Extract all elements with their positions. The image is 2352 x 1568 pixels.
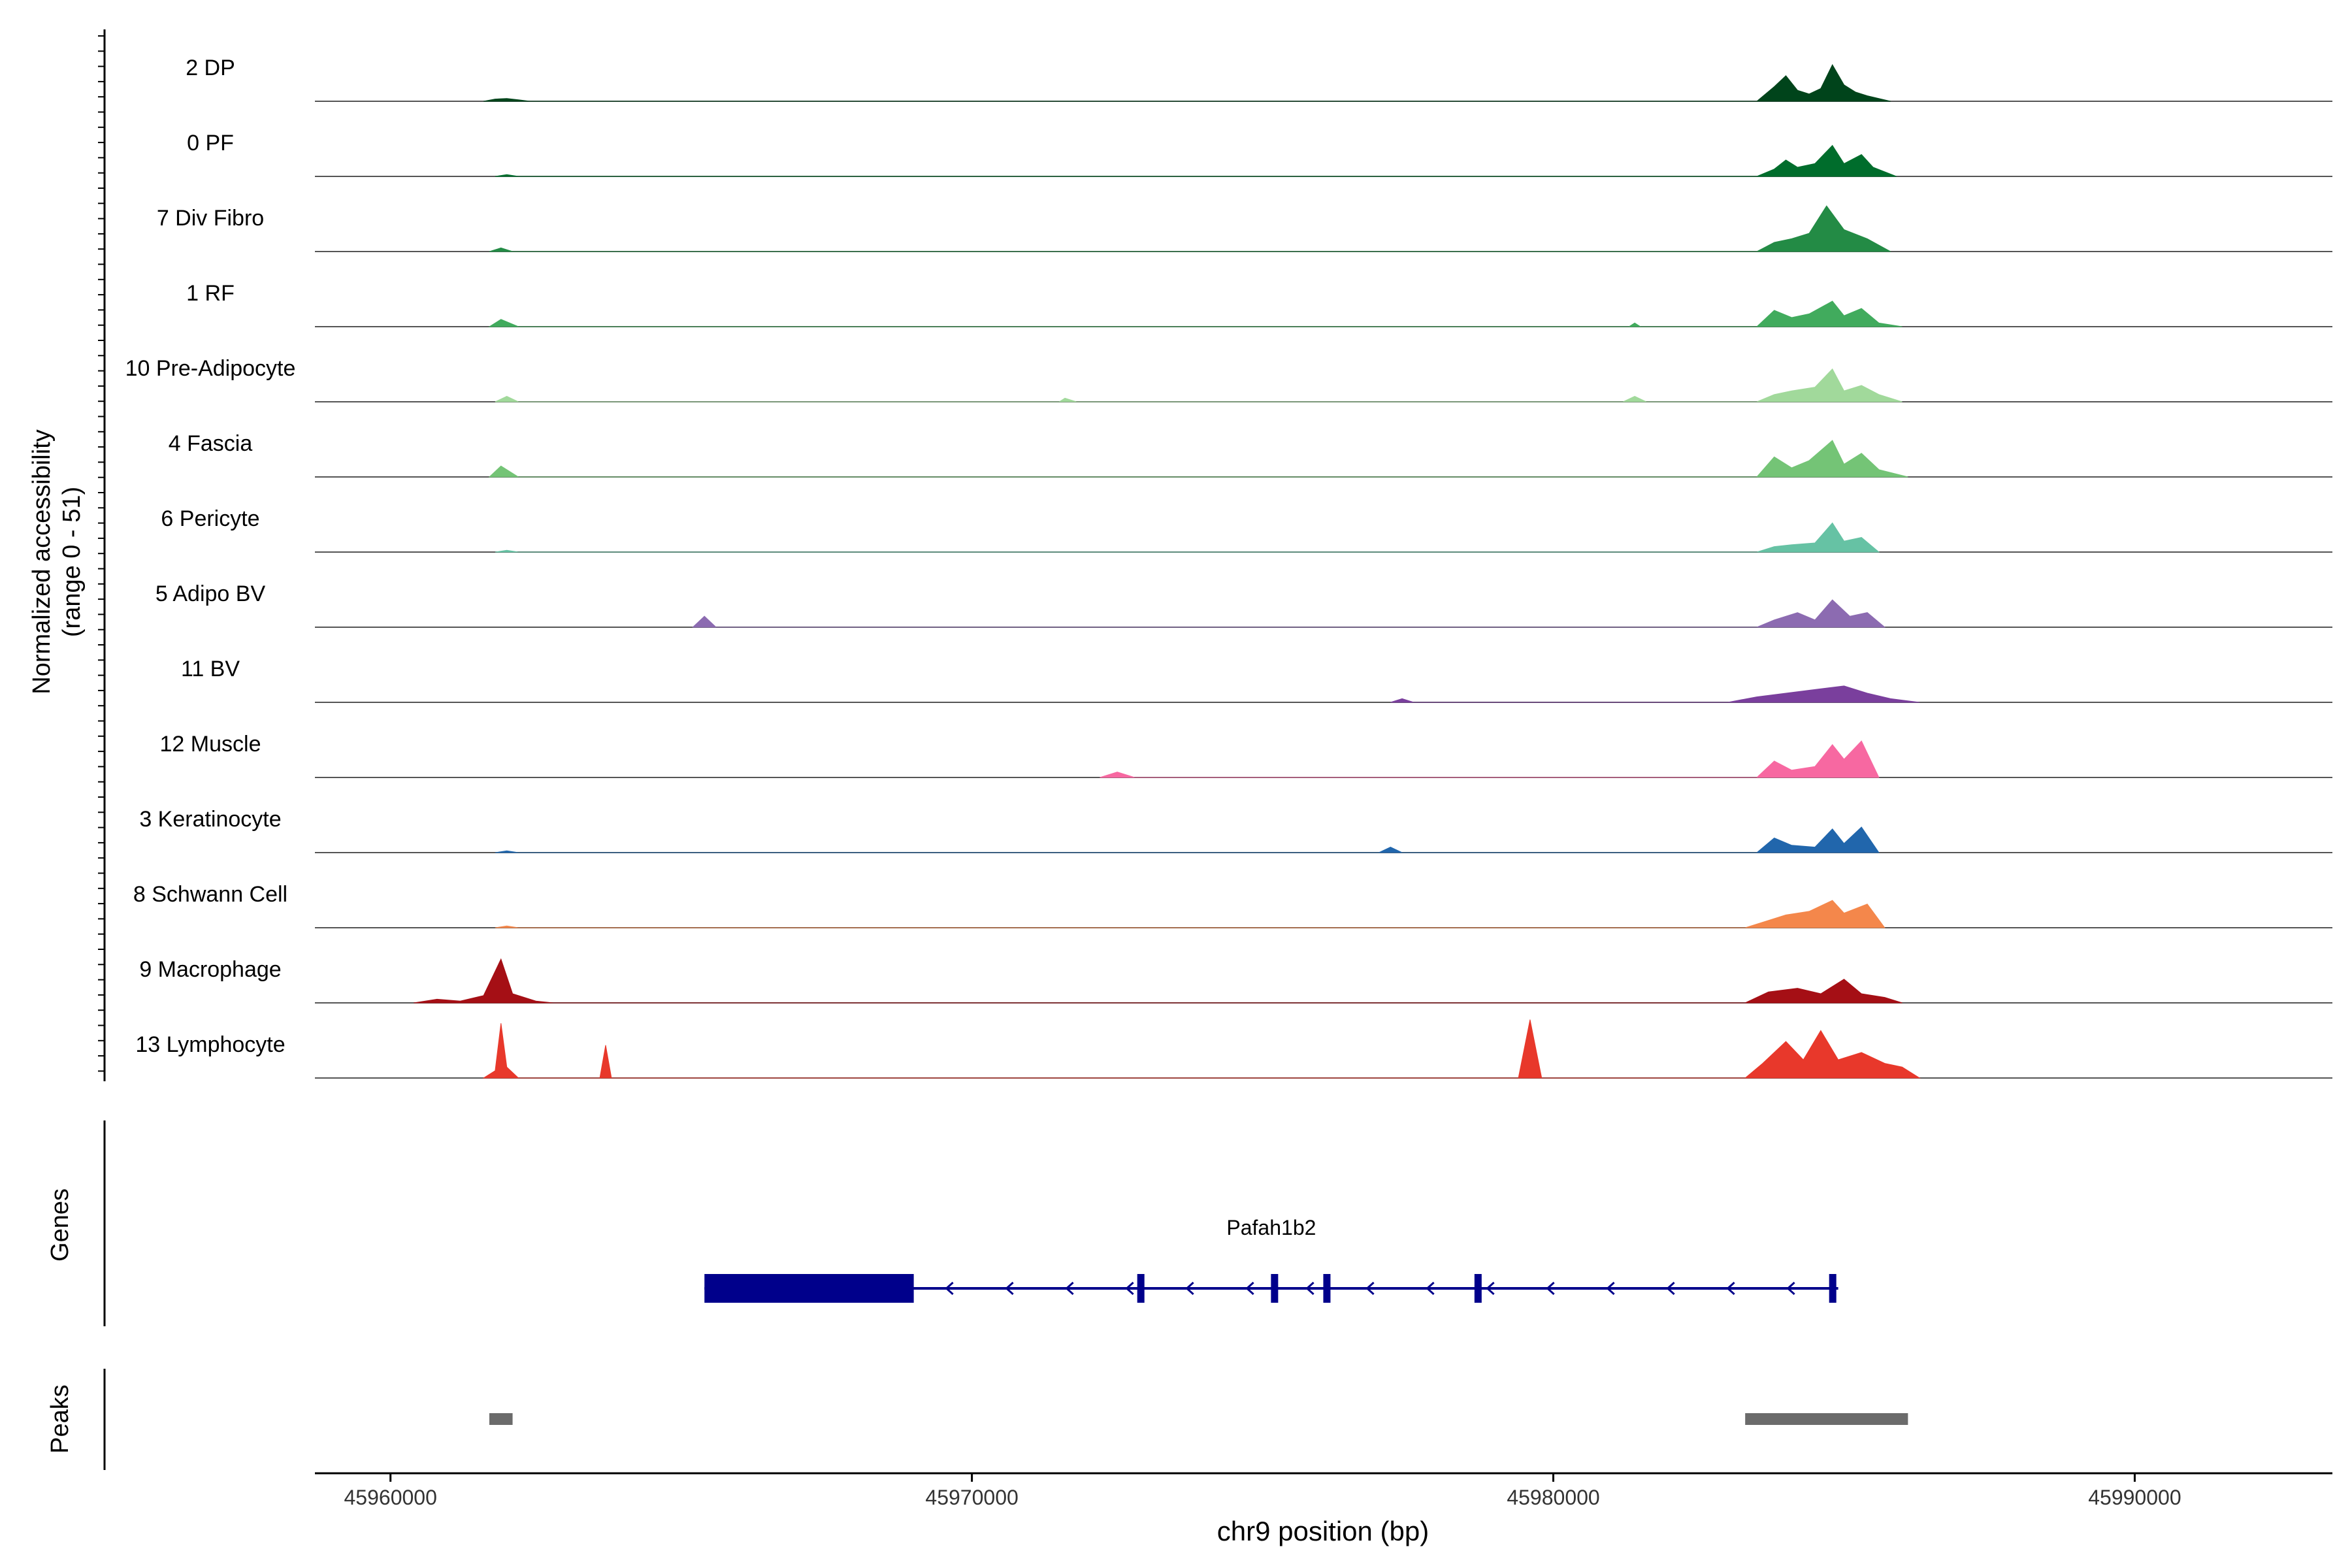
peak-region [489,1413,513,1425]
strand-arrow [1726,1281,1735,1296]
gene-exon [1137,1274,1145,1303]
track-label: 11 BV [181,657,240,681]
gene-exon [1829,1274,1837,1303]
x-tick-label: 45990000 [2088,1486,2181,1509]
track-4-fascia: 4 Fascia [169,431,2332,478]
gene-exon [1271,1274,1279,1303]
track-label: 8 Schwann Cell [133,882,287,907]
strand-arrow [1546,1281,1555,1296]
gene-exon [1474,1274,1482,1303]
coverage-area [495,522,1880,553]
strand-arrow [1125,1281,1134,1296]
track-label: 13 Lymphocyte [135,1032,285,1057]
peak-region [1745,1413,1908,1425]
track-label: 1 RF [186,281,235,306]
strand-arrow [1786,1281,1795,1296]
track-0-pf: 0 PF [187,131,2332,177]
track-label: 10 Pre-Adipocyte [125,356,296,381]
y-axis-label-line1: Normalized accessibility [28,429,56,694]
coverage-area [488,440,1908,478]
strand-arrow [1486,1281,1495,1296]
coverage-area [495,900,1886,928]
coverage-area [1390,685,1920,703]
strand-arrow [1365,1281,1375,1296]
y-axis-label-line2: (range 0 - 51) [58,487,86,637]
coverage-area [692,599,1886,628]
track-11-bv: 11 BV [181,657,2332,703]
x-tick-label: 45980000 [1507,1486,1599,1509]
track-12-muscle: 12 Muscle [160,732,2332,778]
strand-arrow [945,1281,954,1296]
y-axis-label-group: Normalized accessibility (range 0 - 51) [28,429,86,694]
coverage-area [495,368,1903,402]
strand-arrow [1065,1281,1074,1296]
strand-arrow [1606,1281,1615,1296]
gene-name-label: Pafah1b2 [1226,1216,1316,1239]
track-label: 7 Div Fibro [157,206,264,231]
peaks-track: Peaks [46,1369,1908,1470]
track-7-div-fibro: 7 Div Fibro [157,205,2332,252]
strand-arrow [1185,1281,1194,1296]
track-label: 9 Macrophage [139,957,281,982]
track-label: 3 Keratinocyte [139,807,281,832]
coverage-area [1100,740,1880,778]
gene-exon [1323,1274,1331,1303]
gene-utr-block [704,1274,914,1303]
track-label: 12 Muscle [160,732,261,757]
x-axis-title: chr9 position (bp) [1217,1516,1429,1546]
coverage-area [495,144,1897,177]
track-label: 0 PF [187,131,234,155]
coverage-area [482,1019,1921,1079]
track-6-pericyte: 6 Pericyte [161,506,2332,553]
track-label: 6 Pericyte [161,506,259,531]
genes-track-label: Genes [46,1188,74,1262]
strand-arrow [1305,1281,1315,1296]
track-5-adipo-bv: 5 Adipo BV [155,581,2332,628]
track-9-macrophage: 9 Macrophage [139,957,2332,1004]
coverage-tracks: 2 DP 0 PF 7 Div Fibro 1 RF 10 Pre-Adipocyte 4… [125,56,2332,1079]
coverage-area [483,64,1891,102]
x-tick-label: 45960000 [344,1486,437,1509]
x-axis: 45960000 45970000 45980000 45990000 [315,1472,2332,1509]
track-13-lymphocyte: 13 Lymphocyte [135,1019,2332,1079]
track-label: 5 Adipo BV [155,581,266,606]
coverage-area [414,958,1903,1004]
y-axis-ticks [98,29,106,1081]
coverage-area [489,205,1891,252]
track-8-schwann-cell: 8 Schwann Cell [133,882,2332,928]
genes-track: Genes Pafah1b2 [46,1120,1838,1326]
track-10-pre-adipocyte: 10 Pre-Adipocyte [125,356,2332,402]
x-tick-label: 45970000 [925,1486,1018,1509]
peaks-track-label: Peaks [46,1384,74,1454]
strand-arrow [1666,1281,1675,1296]
coverage-area [488,301,1903,327]
track-3-keratinocyte: 3 Keratinocyte [139,807,2332,853]
track-label: 4 Fascia [169,431,253,456]
track-label: 2 DP [186,56,235,80]
track-2-dp: 2 DP [186,56,2332,102]
strand-arrow [1245,1281,1254,1296]
track-1-rf: 1 RF [186,281,2332,327]
strand-arrow [1426,1281,1435,1296]
coverage-area [495,826,1880,853]
strand-arrow [1005,1281,1014,1296]
